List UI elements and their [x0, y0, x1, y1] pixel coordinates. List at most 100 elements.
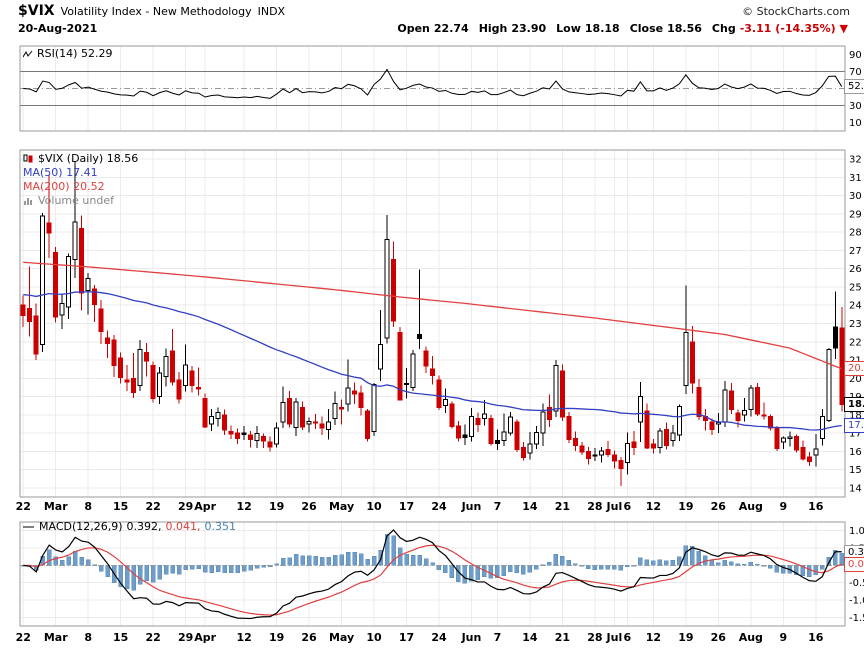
svg-text:Aug: Aug	[739, 631, 763, 644]
svg-text:10: 10	[366, 631, 382, 644]
close-label: Close	[629, 22, 664, 35]
svg-text:Jun: Jun	[461, 500, 482, 513]
svg-text:26: 26	[301, 631, 317, 644]
quote-open: Open 22.74	[397, 22, 468, 35]
low-label: Low	[556, 22, 581, 35]
svg-text:27: 27	[849, 246, 862, 257]
macd-legend-name: MACD(12,26,9)	[39, 520, 123, 533]
svg-text:29: 29	[849, 209, 862, 220]
svg-text:25: 25	[849, 282, 862, 293]
svg-text:90: 90	[849, 50, 862, 61]
high-value: 23.90	[511, 22, 547, 35]
macd-legend: MACD(12,26,9) 0.392, 0.041, 0.351	[23, 520, 236, 533]
svg-text:Aug: Aug	[739, 500, 763, 513]
rsi-legend-label: RSI(14) 52.29	[37, 47, 113, 60]
svg-text:14: 14	[849, 483, 862, 494]
svg-text:20: 20	[849, 374, 862, 385]
svg-text:30: 30	[849, 191, 862, 202]
svg-text:24: 24	[849, 301, 862, 312]
svg-text:17: 17	[849, 429, 862, 440]
svg-text:15: 15	[849, 465, 862, 476]
svg-text:29: 29	[178, 500, 193, 513]
quote-chg: Chg -3.11 (-14.35%) ▼	[712, 22, 848, 35]
svg-text:16: 16	[849, 447, 862, 458]
svg-text:26: 26	[711, 631, 727, 644]
svg-text:29: 29	[178, 631, 193, 644]
low-value: 18.18	[584, 22, 620, 35]
svg-text:32: 32	[849, 155, 862, 166]
svg-text:14: 14	[522, 500, 538, 513]
svg-text:17: 17	[399, 631, 414, 644]
symbol: $VIX	[18, 3, 55, 19]
chart-title: Volatility Index - New Methodology	[60, 5, 252, 18]
volume-legend-label: Volume undef	[38, 194, 114, 207]
volume-legend: Volume undef	[23, 194, 114, 207]
svg-text:Apr: Apr	[194, 631, 216, 644]
svg-text:Mar: Mar	[44, 631, 68, 644]
svg-text:18: 18	[849, 410, 862, 421]
ma50-value-box: 17.41	[844, 418, 864, 433]
svg-text:Apr: Apr	[194, 500, 216, 513]
svg-text:19: 19	[269, 500, 284, 513]
svg-text:7: 7	[494, 631, 502, 644]
volume-icon	[24, 197, 32, 205]
svg-text:12: 12	[646, 500, 661, 513]
svg-text:26: 26	[711, 500, 727, 513]
svg-text:Mar: Mar	[44, 500, 68, 513]
svg-text:22: 22	[146, 631, 161, 644]
svg-text:16: 16	[808, 631, 824, 644]
svg-text:15: 15	[113, 631, 128, 644]
svg-text:28: 28	[587, 500, 602, 513]
svg-text:14: 14	[522, 631, 538, 644]
svg-text:8: 8	[84, 631, 92, 644]
svg-text:6: 6	[624, 500, 632, 513]
quote-close: Close 18.56	[630, 22, 702, 35]
quote-high: High 23.90	[479, 22, 546, 35]
svg-text:26: 26	[849, 264, 862, 275]
macd-hist-value: 0.351	[204, 520, 237, 533]
svg-text:6: 6	[624, 631, 632, 644]
svg-text:17: 17	[399, 500, 414, 513]
rsi-legend: RSI(14) 52.29	[23, 47, 112, 60]
svg-text:9: 9	[779, 631, 787, 644]
svg-text:16: 16	[808, 500, 824, 513]
macd-legend-icon	[23, 526, 34, 527]
macd-signal-box: 0.041	[844, 557, 864, 572]
svg-text:12: 12	[236, 631, 251, 644]
svg-text:12: 12	[236, 500, 251, 513]
candlestick-icon	[23, 154, 33, 163]
svg-text:-1.5: -1.5	[849, 613, 864, 624]
svg-text:-0.5: -0.5	[849, 578, 864, 589]
svg-text:26: 26	[301, 500, 317, 513]
svg-text:21: 21	[555, 631, 570, 644]
quote-line: Open 22.74 High 23.90 Low 18.18 Close 18.56 …	[397, 22, 848, 35]
ma200-legend-label: MA(200) 20.52	[23, 180, 105, 193]
ma200-value-box: 20.52	[844, 361, 864, 376]
svg-text:May: May	[329, 500, 354, 513]
svg-text:28: 28	[849, 228, 862, 239]
svg-text:22: 22	[146, 500, 161, 513]
open-label: Open	[397, 22, 430, 35]
ma50-legend-label: MA(50) 17.41	[23, 166, 98, 179]
svg-text:Jul: Jul	[606, 500, 623, 513]
title-bar: $VIX Volatility Index - New Methodology …	[18, 3, 850, 19]
svg-text:10: 10	[366, 500, 382, 513]
svg-text:19: 19	[678, 500, 693, 513]
svg-text:12: 12	[646, 631, 661, 644]
rsi-value-box: 52.29	[844, 79, 864, 94]
exchange-tag: INDX	[257, 5, 286, 18]
svg-text:23: 23	[849, 319, 862, 330]
svg-text:7: 7	[494, 500, 502, 513]
chg-label: Chg	[711, 22, 736, 35]
macd-value: 0.392,	[126, 520, 162, 533]
svg-text:-1.0: -1.0	[849, 596, 864, 607]
chg-value: -3.11 (-14.35%)	[739, 22, 836, 35]
stockcharts-credit: © StockCharts.com	[742, 5, 850, 18]
price-legend: $VIX (Daily) 18.56	[23, 152, 138, 165]
svg-text:Jul: Jul	[606, 631, 623, 644]
quote-low: Low 18.18	[556, 22, 620, 35]
rsi-legend-icon	[23, 50, 33, 57]
svg-text:1.0: 1.0	[849, 526, 864, 537]
